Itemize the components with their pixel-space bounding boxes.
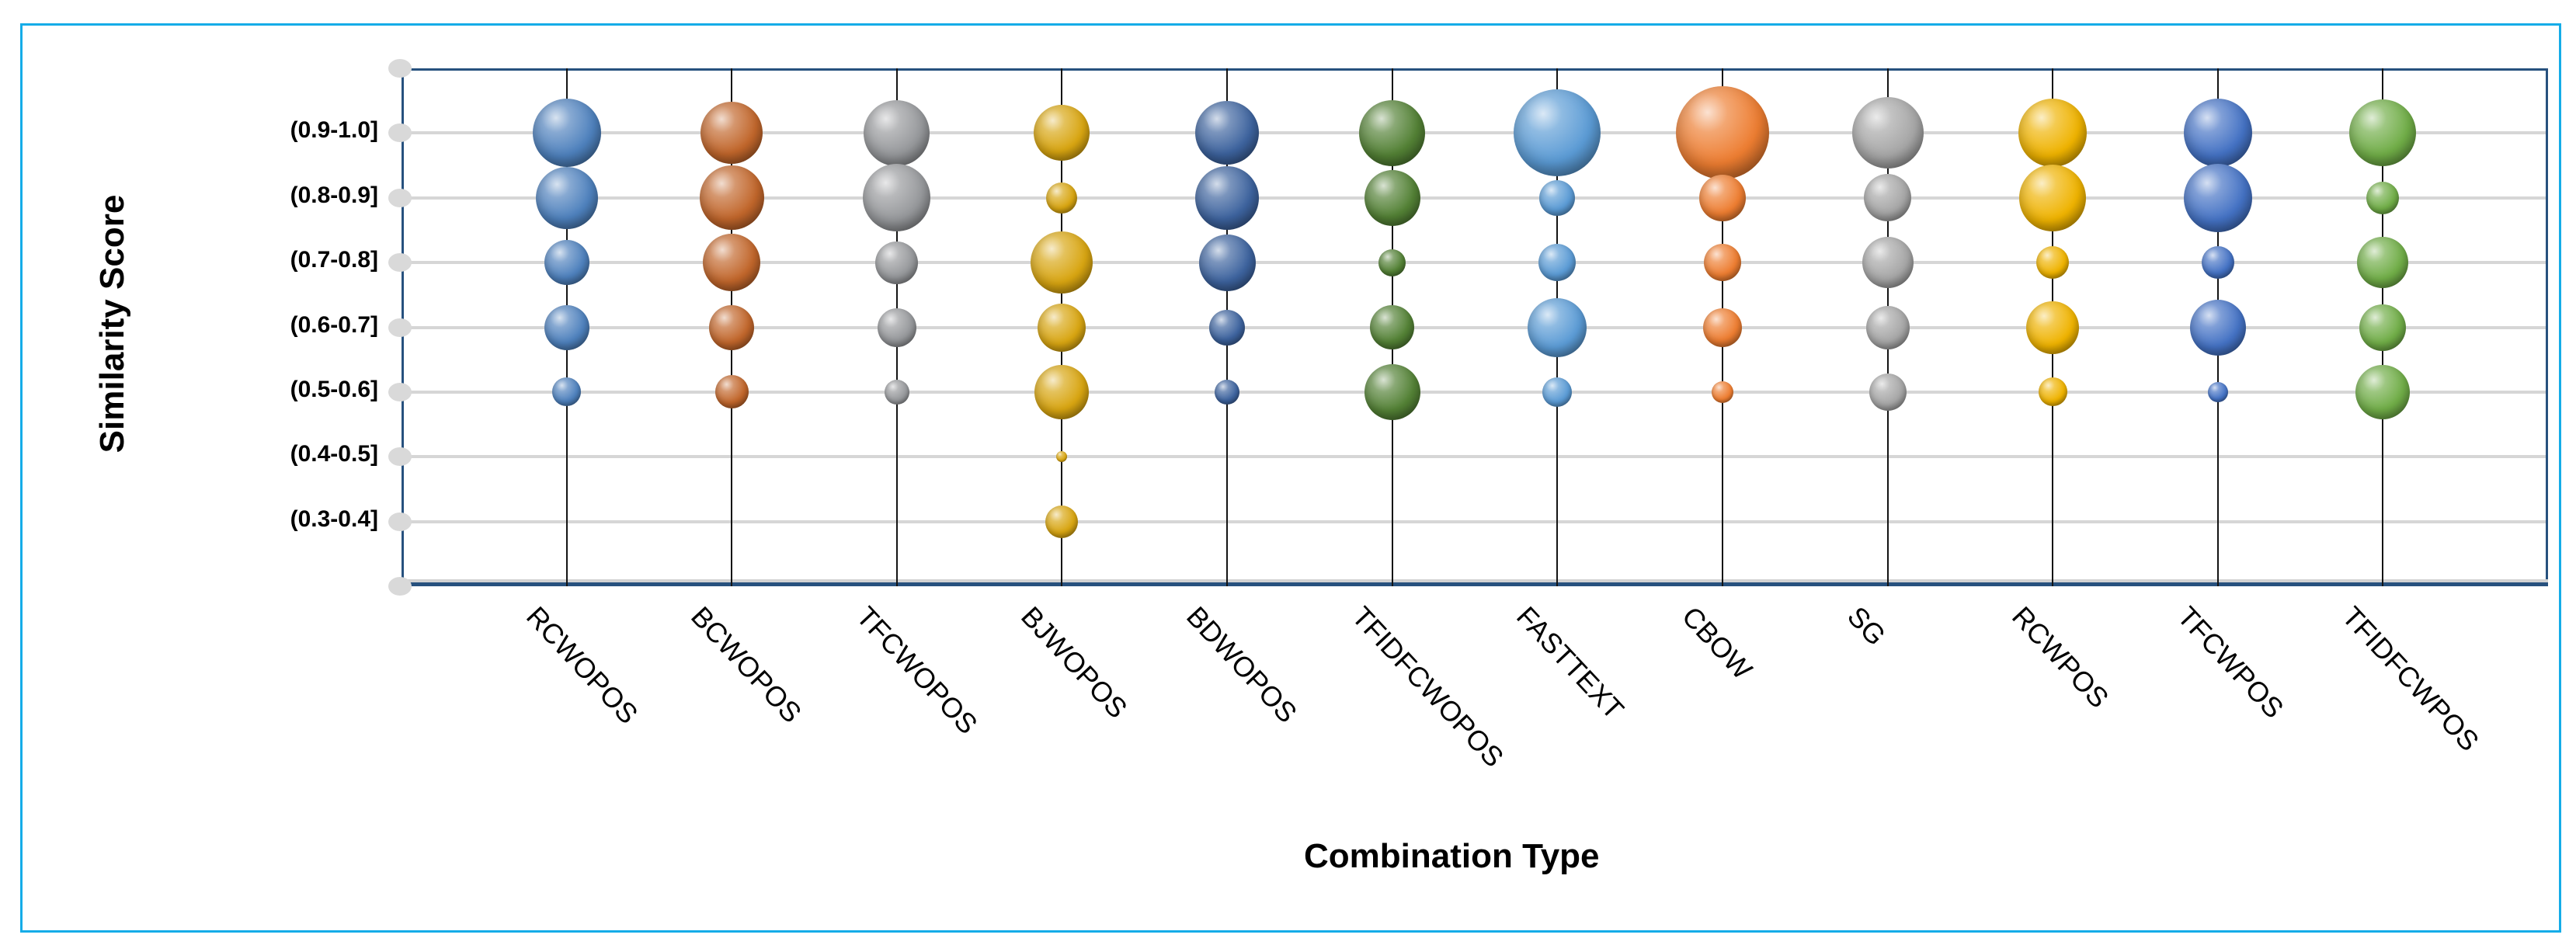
bubble [1046,182,1078,214]
gridline [404,325,2546,329]
y-tick-label: (0.5-0.6] [290,376,378,402]
bubble [2366,181,2400,214]
bubble [2189,299,2246,356]
bubble [532,99,601,168]
bubble [1359,99,1426,166]
bubble [1698,174,1746,221]
bubble [2359,304,2407,351]
bubble [703,234,761,292]
axis-tick-bead [388,59,412,78]
y-tick-label: (0.8-0.9] [290,182,378,208]
bubble [1538,244,1577,282]
gridline [404,131,2546,135]
bubble [1864,174,1912,222]
bubble [1865,305,1910,349]
bubble [2355,364,2411,419]
chart-outer-border [20,23,2561,933]
bubble [1209,309,1246,346]
bubble [1031,231,1093,294]
y-axis-title: Similarity Score [93,194,131,453]
bubble [700,102,763,165]
bubble [1034,105,1090,162]
bubble [1370,305,1415,349]
bubble [714,375,749,409]
bubble [544,304,589,350]
bubble [1542,377,1573,407]
bubble [2207,381,2228,402]
bubble [1198,234,1256,291]
bubble [2018,99,2088,168]
gridline [404,196,2546,200]
axis-tick-bead [388,123,412,143]
axis-floor-shadow [402,579,2548,582]
bubble [544,240,589,286]
bubble [2036,246,2070,280]
axis-tick-bead [388,577,412,596]
bubble [2183,99,2252,168]
axis-tick-bead [388,253,412,273]
bubble [1869,373,1907,411]
gridline [404,261,2546,265]
gridline [404,390,2546,394]
bubble [1038,303,1086,352]
bubble [2026,301,2080,354]
axis-tick-bead [388,512,412,531]
bubble [864,99,930,166]
bubble [1056,451,1068,463]
gridline [404,455,2546,459]
bubble [1195,165,1260,230]
bubble [1675,86,1769,180]
bubble [2349,99,2417,167]
axis-tick-bead [388,188,412,207]
bubble [709,304,755,350]
bubble [1711,380,1733,403]
bubble [699,165,764,231]
bubble [875,241,919,284]
bubble [1215,379,1240,405]
bubble [1539,179,1576,216]
bubble [1034,364,1090,419]
gridline [404,519,2546,523]
bubble [2038,377,2067,407]
bubble [1703,244,1741,282]
bubble [2019,164,2087,231]
bubble [1862,237,1914,289]
bubble [2201,246,2234,280]
bubble [2183,163,2252,232]
y-tick-label: (0.4-0.5] [290,441,378,467]
bubble [884,379,909,405]
x-axis-title: Combination Type [1304,837,1600,875]
y-tick-label: (0.7-0.8] [290,247,378,273]
bubble [2357,237,2409,289]
y-tick-label: (0.9-1.0] [290,117,378,144]
bubble [1364,169,1420,226]
bubble [1195,101,1260,165]
bubble [535,166,598,229]
y-tick-label: (0.6-0.7] [290,311,378,338]
bubble [1378,248,1406,276]
axis-tick-bead [388,318,412,337]
bubble [1514,89,1601,177]
bubble [1702,307,1742,347]
bubble [877,307,916,347]
axis-tick-bead [388,447,412,467]
bubble [552,377,582,407]
bubble [1528,297,1587,357]
axis-tick-bead [388,382,412,401]
bubble [1045,505,1079,538]
bubble [1851,97,1924,169]
bubble [863,164,931,232]
y-tick-label: (0.3-0.4] [290,506,378,532]
bubble [1364,363,1420,420]
